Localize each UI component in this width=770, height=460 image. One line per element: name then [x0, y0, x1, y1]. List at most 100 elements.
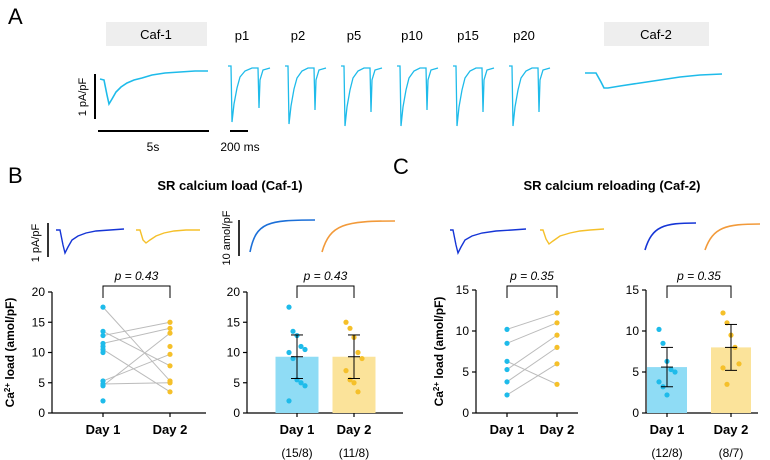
bar-point-day2 [347, 325, 353, 331]
chart-c-bar: 0 5 10 15 Day 1 Day 2 (12/8) (8/7) p = 0.35 [626, 269, 758, 460]
day2-point [167, 363, 173, 369]
bar-point-day2 [343, 368, 349, 374]
pair-line [506, 312, 558, 330]
bar-point-day1 [286, 304, 292, 310]
pulse-trace-p2 [285, 65, 327, 125]
bar-point-day1 [290, 355, 296, 362]
x-category-label: Day 1 [280, 422, 315, 437]
bar-point-day1 [302, 346, 308, 353]
pair-line [102, 306, 171, 382]
day1-point [100, 304, 106, 310]
bar-point-day1 [302, 383, 308, 389]
scale-label-current-b: 1 pA/pF [30, 223, 42, 262]
pulse-traces [228, 65, 551, 127]
day1-point [504, 392, 510, 398]
bar-point-day1 [298, 380, 304, 386]
chart-b-bar: 0 5 10 15 20 Day 1 Day 2 (15/8) (11/8) p = 0.43 [227, 269, 403, 460]
day2-point [554, 332, 560, 338]
y-tick-label: 5 [632, 365, 639, 379]
n-label: (8/7) [719, 446, 744, 460]
y-tick-label: 5 [462, 365, 469, 379]
pulse-trace-p15 [453, 65, 495, 127]
n-label: (11/8) [339, 446, 369, 460]
pair-line [102, 349, 171, 393]
day1-point [100, 332, 106, 339]
caf1-label-text: Caf-1 [140, 27, 172, 42]
panel-b-title: SR calcium load (Caf-1) [157, 178, 302, 193]
y-axis-title: Ca2+ load (amol/pF) [432, 297, 447, 407]
panel-b-letter: B [8, 163, 23, 188]
chart-b-paired: 0 5 10 15 20 Day 1 Day 2 p = 0.43 Ca2+ load (amo… [3, 269, 206, 437]
p-value-annotation: p = 0.43 [114, 269, 159, 283]
y-tick-label: 10 [32, 346, 46, 360]
bar-point-day2 [343, 319, 349, 325]
day2-current-trace-c [540, 228, 605, 246]
y-tick-label: 15 [32, 315, 46, 329]
day2-point [167, 351, 173, 357]
day2-point [554, 320, 560, 326]
y-tick-label: 0 [233, 406, 240, 420]
y-axis-title-rest: load (amol/pF) [432, 297, 446, 382]
panel-c-letter: C [393, 154, 409, 179]
pair-line [506, 334, 558, 370]
bar-point-day1 [660, 340, 666, 346]
pair-line [102, 382, 171, 385]
day1-point [100, 349, 106, 356]
panel-a-letter: A [8, 4, 23, 29]
day2-point [167, 319, 173, 325]
bar-point-day1 [656, 326, 662, 332]
significance-bracket [102, 285, 171, 298]
y-tick-label: 20 [32, 285, 46, 299]
scale-label-load-b: 10 amol/pF [221, 210, 233, 265]
bar-point-day2 [720, 310, 726, 316]
x-category-label: Day 1 [490, 422, 525, 437]
x-category-label: Day 1 [650, 422, 685, 437]
y-tick-label: 0 [462, 406, 469, 420]
bar-point-day2 [736, 361, 742, 367]
scale-label-current-a: 1 pA/pF [77, 77, 89, 116]
pair-line [102, 330, 171, 367]
day1-point [100, 398, 106, 404]
day2-point [554, 344, 560, 350]
chart-c-paired: 0 5 10 15 Day 1 Day 2 p = 0.35 Ca2+ load (amol/… [432, 269, 578, 437]
pulse-trace-p10 [397, 65, 439, 127]
y-tick-label: 0 [632, 406, 639, 420]
scale-label-200ms: 200 ms [220, 140, 259, 154]
pulse-label-p2: p2 [291, 28, 305, 43]
pulse-trace-p5 [341, 65, 383, 127]
y-axis-title-sup: 2+ [3, 383, 12, 392]
bar-point-day1 [290, 328, 296, 334]
y-tick-label: 15 [456, 283, 470, 297]
bar-point-day1 [668, 366, 674, 373]
caf2-label-box [604, 22, 709, 46]
day2-integral-trace-b [321, 220, 396, 253]
bar-point-day2 [351, 380, 357, 386]
x-category-label: Day 2 [153, 422, 188, 437]
p-value-annotation: p = 0.35 [676, 269, 721, 283]
day1-point [504, 340, 510, 346]
bar-point-day1 [672, 369, 678, 375]
y-tick-label: 5 [38, 376, 45, 390]
pulse-label-p20: p20 [513, 28, 535, 43]
x-category-label: Day 2 [540, 422, 575, 437]
pair-line [506, 346, 558, 383]
day2-point [167, 389, 173, 395]
bar-point-day2 [720, 365, 726, 371]
y-axis-title-ca: Ca [3, 392, 17, 408]
y-axis-title: Ca2+ load (amol/pF) [3, 298, 18, 408]
y-tick-label: 10 [227, 346, 241, 360]
day1-point [504, 326, 510, 332]
significance-bracket [666, 285, 732, 298]
day1-integral-trace-b [249, 219, 316, 253]
day1-integral-trace-c [644, 222, 697, 251]
y-axis-title-sup: 2+ [432, 382, 441, 391]
n-label: (15/8) [281, 446, 312, 460]
day2-point [167, 343, 173, 350]
day1-current-trace-b [56, 228, 125, 256]
bar-point-day2 [724, 381, 730, 387]
x-category-label: Day 2 [714, 422, 749, 437]
caf1-trace [99, 70, 208, 107]
y-axis-title-ca: Ca [432, 391, 446, 407]
day2-point [167, 330, 173, 336]
day2-point [554, 310, 560, 316]
